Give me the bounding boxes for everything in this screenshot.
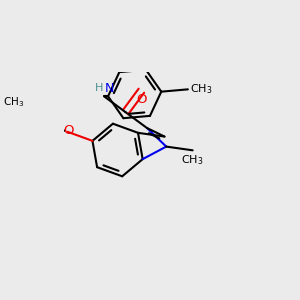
Text: N: N [104,82,114,94]
Text: H: H [94,83,103,93]
Text: O: O [136,93,147,106]
Text: CH$_3$: CH$_3$ [3,95,24,109]
Text: O: O [63,124,74,137]
Text: CH$_3$: CH$_3$ [182,153,204,167]
Text: CH$_3$: CH$_3$ [190,82,212,96]
